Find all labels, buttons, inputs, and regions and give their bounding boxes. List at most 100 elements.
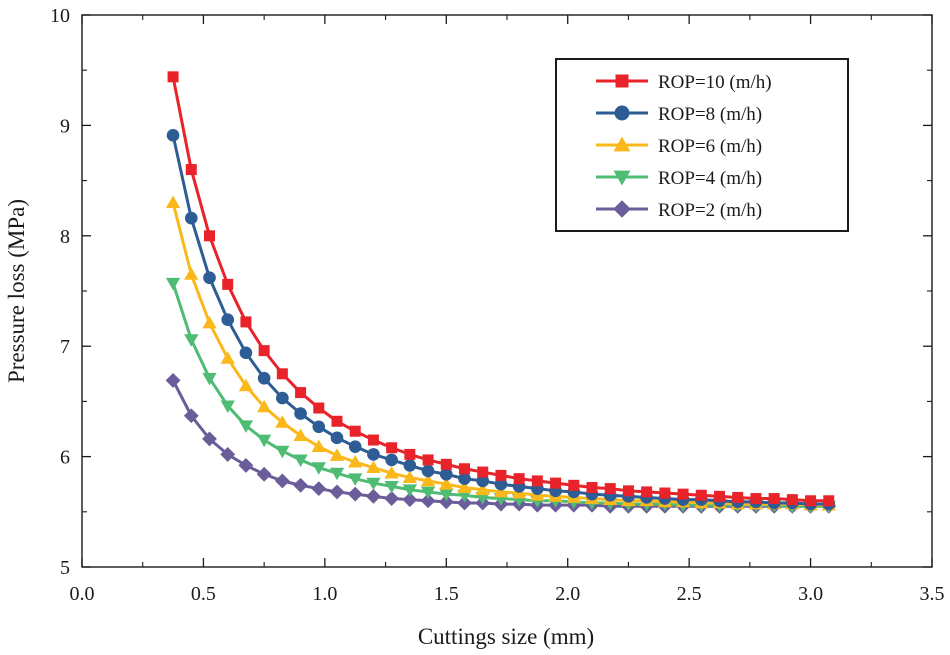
legend-marker <box>613 200 631 218</box>
data-point <box>256 434 272 448</box>
data-point <box>384 481 399 494</box>
legend-label: ROP=10 (m/h) <box>658 72 772 93</box>
data-point <box>513 473 525 485</box>
data-point <box>293 454 308 468</box>
data-point <box>311 481 327 497</box>
x-tick-label: 3.5 <box>920 583 945 605</box>
data-point <box>348 473 363 486</box>
data-point <box>457 480 472 493</box>
data-point <box>311 439 326 453</box>
data-point <box>349 425 361 437</box>
x-tick-label: 0.5 <box>191 583 216 605</box>
data-point <box>476 474 490 488</box>
data-point <box>458 472 471 486</box>
data-point <box>294 407 307 420</box>
x-tick-label: 0.0 <box>70 583 95 605</box>
data-point <box>659 487 671 499</box>
data-point <box>274 473 290 489</box>
data-point <box>366 460 381 474</box>
data-point <box>184 334 199 347</box>
data-point <box>330 431 344 445</box>
data-point <box>385 453 398 467</box>
data-point <box>221 313 235 327</box>
data-point <box>312 420 326 434</box>
data-point <box>402 492 418 508</box>
legend-label: ROP=6 (m/h) <box>658 136 762 157</box>
data-point <box>347 486 363 502</box>
data-point <box>457 489 472 503</box>
data-point <box>329 448 345 461</box>
x-tick-label: 2.0 <box>555 583 580 605</box>
legend-item: ROP=4 (m/h) <box>596 168 762 189</box>
data-point <box>404 448 416 460</box>
data-point <box>167 71 179 83</box>
legend-label: ROP=4 (m/h) <box>658 168 762 189</box>
data-point <box>165 195 181 209</box>
data-point <box>805 495 817 507</box>
x-tick-label: 1.5 <box>434 583 459 605</box>
data-point <box>823 495 835 507</box>
legend-label: ROP=8 (m/h) <box>658 104 762 125</box>
data-point <box>258 345 270 357</box>
data-point <box>641 486 653 498</box>
data-point <box>677 488 689 500</box>
y-tick-label: 10 <box>50 5 70 27</box>
data-point <box>439 477 454 490</box>
data-point <box>714 490 725 502</box>
data-point <box>421 464 435 478</box>
legend-label: ROP=2 (m/h) <box>658 200 762 221</box>
data-point <box>275 445 290 459</box>
x-axis-title: Cuttings size (mm) <box>418 624 594 649</box>
data-point <box>568 479 580 491</box>
data-point <box>257 371 271 385</box>
x-tick-label: 1.0 <box>312 583 337 605</box>
data-point <box>183 408 199 424</box>
data-point <box>331 415 343 427</box>
data-point <box>457 495 472 511</box>
legend-marker <box>613 136 631 152</box>
y-tick-label: 9 <box>60 115 70 137</box>
y-tick-label: 8 <box>60 226 70 248</box>
data-point <box>586 482 598 494</box>
data-point <box>276 391 289 405</box>
data-point <box>313 402 325 414</box>
data-point <box>366 488 381 504</box>
data-point <box>402 470 418 483</box>
data-point <box>493 484 509 498</box>
data-point <box>256 466 272 482</box>
data-point <box>220 351 235 364</box>
data-point <box>165 372 181 388</box>
data-point <box>440 458 452 470</box>
data-point <box>384 491 400 506</box>
data-point <box>604 483 616 495</box>
data-point <box>184 267 199 280</box>
data-point <box>240 316 252 328</box>
y-tick-label: 5 <box>60 557 70 579</box>
data-point <box>222 278 234 290</box>
data-point <box>329 467 345 481</box>
y-axis-title: Pressure loss (MPa) <box>4 199 29 383</box>
data-point <box>531 475 543 487</box>
data-point <box>438 494 454 510</box>
data-point <box>348 454 363 468</box>
data-point <box>366 477 381 491</box>
data-point <box>202 431 217 447</box>
data-point <box>293 477 308 493</box>
data-point <box>220 400 235 413</box>
legend-item: ROP=8 (m/h) <box>596 104 762 125</box>
data-point <box>402 484 418 497</box>
data-point <box>184 211 198 225</box>
data-point <box>475 492 490 505</box>
legend-item: ROP=10 (m/h) <box>596 72 772 93</box>
legend-item: ROP=2 (m/h) <box>596 200 762 221</box>
data-point <box>495 469 507 481</box>
data-point <box>439 488 454 502</box>
data-point <box>420 486 436 500</box>
data-point <box>403 459 417 472</box>
data-point <box>439 467 453 481</box>
data-point <box>185 164 197 176</box>
y-tick-label: 6 <box>60 447 70 469</box>
data-point <box>732 491 744 503</box>
data-point <box>475 482 490 496</box>
